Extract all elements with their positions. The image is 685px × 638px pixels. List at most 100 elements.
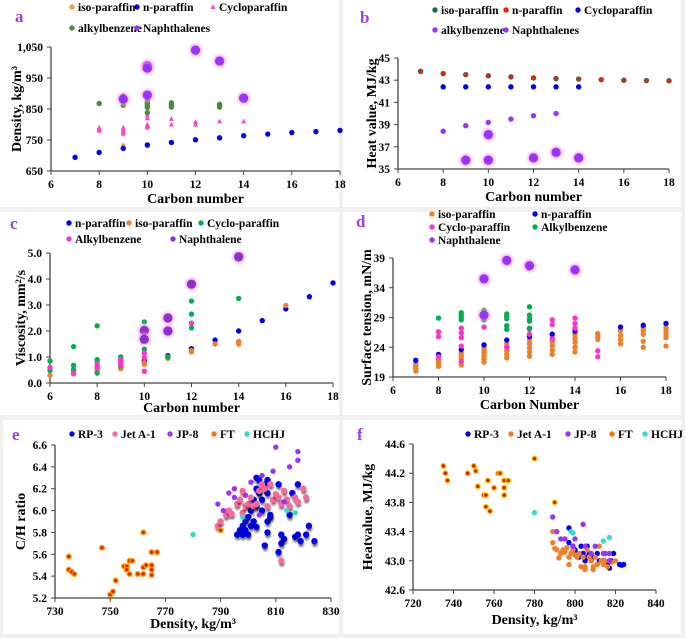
data-point — [572, 536, 578, 542]
x-tick-label: 8 — [94, 391, 100, 403]
data-point — [96, 149, 102, 156]
data-point — [463, 123, 469, 129]
y-tick-label: 41 — [379, 97, 391, 109]
data-point — [580, 521, 586, 527]
data-point-core — [150, 550, 154, 554]
data-point — [463, 84, 469, 90]
y-tick-label: 6.0 — [33, 506, 48, 518]
data-point — [667, 78, 671, 83]
data-point — [481, 324, 487, 330]
data-point — [435, 354, 442, 360]
data-point — [188, 347, 195, 354]
y-axis-label: Heat value, MJ/kg — [365, 58, 380, 168]
series-ft — [440, 455, 558, 515]
data-point — [485, 84, 492, 90]
legend-item: Naphthalene — [170, 234, 242, 246]
data-point — [562, 536, 568, 542]
data-point — [458, 358, 464, 365]
data-point — [302, 531, 310, 538]
data-point — [463, 72, 468, 77]
data-point — [551, 147, 561, 157]
data-point — [212, 341, 218, 347]
legend-marker — [429, 237, 435, 243]
data-point — [241, 118, 247, 124]
data-point — [617, 324, 624, 330]
data-point — [261, 485, 268, 492]
legend-marker — [508, 431, 514, 437]
x-tick-label: 10 — [478, 385, 490, 397]
legend-marker — [170, 236, 176, 242]
x-tick-label: 760 — [485, 598, 503, 610]
data-point — [139, 334, 149, 344]
data-point — [549, 336, 555, 342]
series-naphthalene — [135, 248, 248, 348]
data-point — [594, 561, 600, 568]
data-point — [508, 74, 513, 79]
y-tick-label: 34 — [374, 283, 386, 295]
data-point — [188, 320, 195, 326]
data-point — [504, 337, 510, 343]
legend-item: Jet A-1 — [508, 429, 552, 441]
legend-item: JP-8 — [167, 429, 199, 441]
data-point-core — [488, 509, 492, 513]
data-point — [572, 315, 578, 321]
panel-f — [343, 420, 681, 634]
y-tick-label: 6.2 — [33, 484, 48, 496]
series-iso-paraffin — [413, 324, 669, 374]
data-point — [582, 563, 588, 570]
data-point — [275, 494, 282, 501]
legend-item: Naphthalenes — [503, 25, 580, 37]
data-point-core — [108, 593, 112, 597]
data-point — [239, 93, 249, 103]
x-tick-label: 18 — [334, 179, 346, 191]
chart-a: a 6 8 10 12 14 16 18 650 750 850 950 1,050 Carbon num… — [10, 2, 346, 207]
data-point — [566, 539, 572, 546]
legend-item: n-paraffin — [532, 209, 592, 221]
x-tick-label: 750 — [102, 606, 120, 618]
data-point — [261, 542, 268, 549]
legend-marker — [66, 220, 72, 226]
legend-marker — [69, 4, 75, 10]
data-point — [216, 118, 223, 124]
data-point-core — [219, 528, 223, 532]
data-point — [604, 563, 611, 570]
data-point — [231, 494, 238, 501]
y-axis-label: Surface tension, mN/m — [360, 249, 375, 386]
series-naphthalenes — [114, 41, 253, 108]
legend-marker — [432, 7, 438, 13]
data-point-core — [502, 478, 506, 483]
data-point — [94, 365, 100, 371]
x-tick-label: 740 — [445, 598, 463, 610]
data-point — [554, 528, 560, 535]
x-tick-label: 820 — [607, 598, 625, 610]
data-point — [620, 561, 627, 568]
legend-marker — [69, 431, 75, 437]
y-tick-label: 5.8 — [33, 527, 48, 539]
data-point — [592, 543, 598, 549]
data-point — [228, 510, 235, 518]
data-point — [458, 317, 464, 323]
data-point — [94, 370, 100, 376]
data-point — [458, 343, 464, 349]
data-point — [556, 555, 562, 561]
data-point-core — [127, 572, 132, 576]
data-point — [526, 331, 533, 337]
chart-f: f 720 740 760 780 800 820 840 42.6 43.0 43.4 43.8 44… — [357, 425, 683, 628]
data-point — [617, 340, 624, 347]
data-point — [242, 492, 249, 498]
data-point — [554, 76, 559, 81]
x-axis-label: Density, kg/m³ — [492, 613, 578, 628]
chart-b: b 6 8 10 12 14 16 18 35 37 39 41 43 45 Carbon number He… — [360, 5, 675, 205]
data-point — [582, 543, 588, 549]
data-point — [235, 295, 242, 302]
legend-item: JP-8 — [565, 429, 597, 441]
legend-item: iso-paraffin — [429, 209, 496, 221]
y-tick-label: 39 — [374, 253, 386, 265]
y-tick-label: 1,050 — [17, 42, 43, 54]
x-tick-label: 6 — [390, 385, 396, 397]
legend-label: iso-paraffin — [438, 209, 496, 221]
series-cycloparaffin — [96, 112, 247, 136]
legend-item: Naphthalene — [429, 235, 501, 247]
data-point — [141, 360, 148, 366]
series-jp-8 — [215, 444, 301, 518]
